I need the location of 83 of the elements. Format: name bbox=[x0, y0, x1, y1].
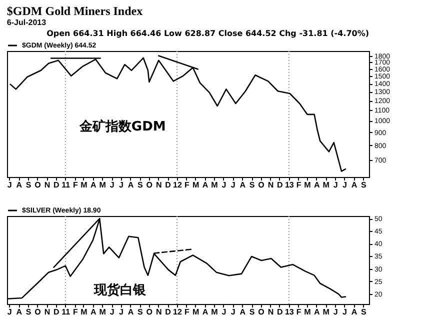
x-tick-label: F bbox=[296, 180, 302, 190]
x-tick-label: N bbox=[268, 308, 274, 316]
x-tick-label: F bbox=[184, 180, 190, 190]
x-tick-label: D bbox=[54, 308, 60, 316]
x-tick-label: M bbox=[192, 180, 200, 190]
x-tick-label: A bbox=[128, 308, 134, 316]
x-tick-label: J bbox=[230, 180, 236, 190]
x-tick-label: J bbox=[222, 308, 226, 316]
x-tick-label: S bbox=[138, 308, 144, 316]
x-tick-label: S bbox=[249, 180, 256, 190]
x-tick-label: N bbox=[156, 180, 162, 190]
x-tick-label: J bbox=[110, 180, 114, 190]
x-tick-label: A bbox=[202, 180, 208, 190]
x-tick-label: A bbox=[16, 180, 22, 190]
x-tick-label: J bbox=[333, 308, 338, 316]
x-tick-label: M bbox=[80, 180, 88, 190]
x-tick-label: N bbox=[44, 308, 50, 316]
annotation: 金矿指数GDM bbox=[78, 118, 166, 135]
x-tick-label: S bbox=[361, 308, 368, 316]
x-tick-label: O bbox=[258, 180, 264, 190]
x-tick-label: F bbox=[72, 308, 78, 316]
x-tick-label: D bbox=[277, 180, 284, 190]
x-tick-label: J bbox=[7, 308, 12, 316]
x-tick-label: 11 bbox=[62, 180, 71, 190]
x-tick-label: A bbox=[351, 308, 358, 316]
chart-title: $GDM Gold Miners Index bbox=[6, 4, 143, 18]
x-tick-label: A bbox=[314, 180, 320, 190]
x-tick-label: M bbox=[211, 180, 218, 190]
x-tick-label: J bbox=[222, 180, 226, 190]
x-tick-label: A bbox=[240, 308, 246, 316]
x-tick-label: 12 bbox=[173, 308, 182, 316]
x-tick-label: M bbox=[304, 180, 312, 190]
x-tick-label: O bbox=[34, 308, 41, 316]
x-tick-label: J bbox=[110, 308, 114, 316]
x-tick-label: J bbox=[119, 180, 124, 190]
x-tick-label: N bbox=[268, 180, 274, 190]
x-tick-label: O bbox=[258, 308, 264, 316]
x-tick-label: D bbox=[277, 308, 284, 316]
x-tick-label: S bbox=[361, 180, 368, 190]
x-tick-label: D bbox=[54, 180, 60, 190]
x-tick-label: A bbox=[90, 308, 97, 316]
x-tick-label: S bbox=[249, 308, 256, 316]
x-tick-label: F bbox=[184, 308, 190, 316]
x-tick-label: A bbox=[314, 308, 320, 316]
annotation: 现货白银 bbox=[92, 282, 147, 298]
x-tick-label: A bbox=[128, 180, 134, 190]
x-tick-label: M bbox=[211, 308, 218, 316]
x-tick-label: M bbox=[322, 308, 330, 316]
x-tick-label: O bbox=[146, 308, 152, 316]
x-tick-label: 11 bbox=[62, 308, 71, 316]
x-tick-label: J bbox=[119, 308, 124, 316]
x-tick-label: 13 bbox=[284, 180, 294, 190]
x-tick-label: D bbox=[165, 180, 172, 190]
x-tick-label: S bbox=[26, 308, 32, 316]
x-tick-label: J bbox=[333, 180, 338, 190]
x-tick-label: M bbox=[99, 308, 106, 316]
chart-subtitle: 6-Jul-2013 bbox=[6, 18, 47, 27]
x-tick-label: 12 bbox=[173, 180, 182, 190]
x-tick-label: F bbox=[72, 180, 78, 190]
x-tick-label: A bbox=[240, 180, 246, 190]
x-tick-label: A bbox=[16, 308, 22, 316]
x-tick-label: M bbox=[322, 180, 330, 190]
x-tick-label: S bbox=[26, 180, 32, 190]
x-tick-label: F bbox=[296, 308, 302, 316]
x-tick-label: N bbox=[44, 180, 50, 190]
x-tick-label: J bbox=[230, 308, 236, 316]
x-tick-label: N bbox=[156, 308, 162, 316]
x-tick-label: M bbox=[80, 308, 88, 316]
x-tick-label: 13 bbox=[284, 308, 294, 316]
x-tick-label: J bbox=[7, 180, 12, 190]
x-tick-label: A bbox=[202, 308, 208, 316]
x-tick-label: O bbox=[34, 180, 41, 190]
x-tick-label: M bbox=[99, 180, 106, 190]
x-tick-label: J bbox=[342, 180, 347, 190]
x-tick-label: M bbox=[304, 308, 312, 316]
x-tick-label: D bbox=[165, 308, 172, 316]
x-tick-label: M bbox=[192, 308, 200, 316]
x-tick-label: A bbox=[90, 180, 97, 190]
text: Open 664.31 High 664.46 Low 628.87 Close 644.52 Chg -31.81 (-4.70%) bbox=[46, 29, 369, 38]
x-tick-label: J bbox=[342, 308, 347, 316]
x-tick-label: S bbox=[138, 180, 144, 190]
x-tick-label: O bbox=[146, 180, 152, 190]
x-tick-label: A bbox=[351, 180, 358, 190]
